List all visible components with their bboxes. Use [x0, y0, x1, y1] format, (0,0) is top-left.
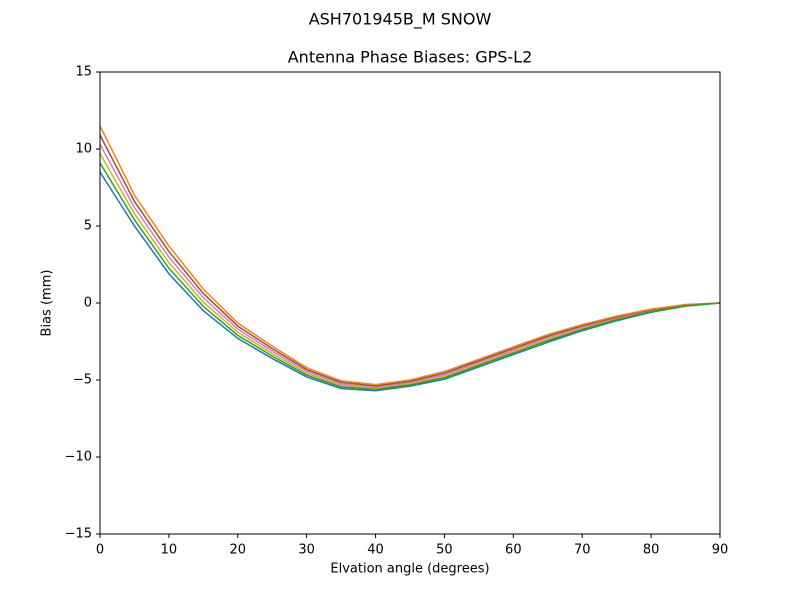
y-tick-label: 10: [75, 142, 92, 157]
series-line: [99, 162, 721, 391]
plot-frame: [99, 71, 721, 535]
x-tick-label: 60: [505, 543, 522, 558]
y-tick-label: −10: [65, 450, 92, 465]
y-axis-label: Bias (mm): [40, 270, 55, 337]
x-tick-label: 30: [298, 543, 315, 558]
x-tick-label: 70: [574, 543, 591, 558]
x-tick-label: 90: [712, 543, 729, 558]
x-tick-label: 50: [436, 543, 453, 558]
series-line: [99, 153, 721, 390]
y-tick-label: 0: [84, 296, 92, 311]
series-line: [99, 134, 721, 387]
y-tick-label: 15: [75, 65, 92, 80]
x-tick-label: 20: [230, 543, 247, 558]
series-line: [99, 171, 721, 392]
x-tick-label: 40: [367, 543, 384, 558]
y-tick-label: 5: [84, 219, 92, 234]
y-tick-label: −15: [65, 527, 92, 542]
x-tick-label: 10: [161, 543, 178, 558]
chart-title: Antenna Phase Biases: GPS-L2: [288, 48, 533, 67]
x-axis-label: Elvation angle (degrees): [330, 562, 489, 577]
x-tick-label: 80: [643, 543, 660, 558]
y-tick-label: −5: [73, 373, 92, 388]
x-tick-label: 0: [96, 543, 104, 558]
series-line: [99, 144, 721, 388]
series-line: [99, 125, 721, 386]
suptitle: ASH701945B_M SNOW: [309, 10, 492, 30]
